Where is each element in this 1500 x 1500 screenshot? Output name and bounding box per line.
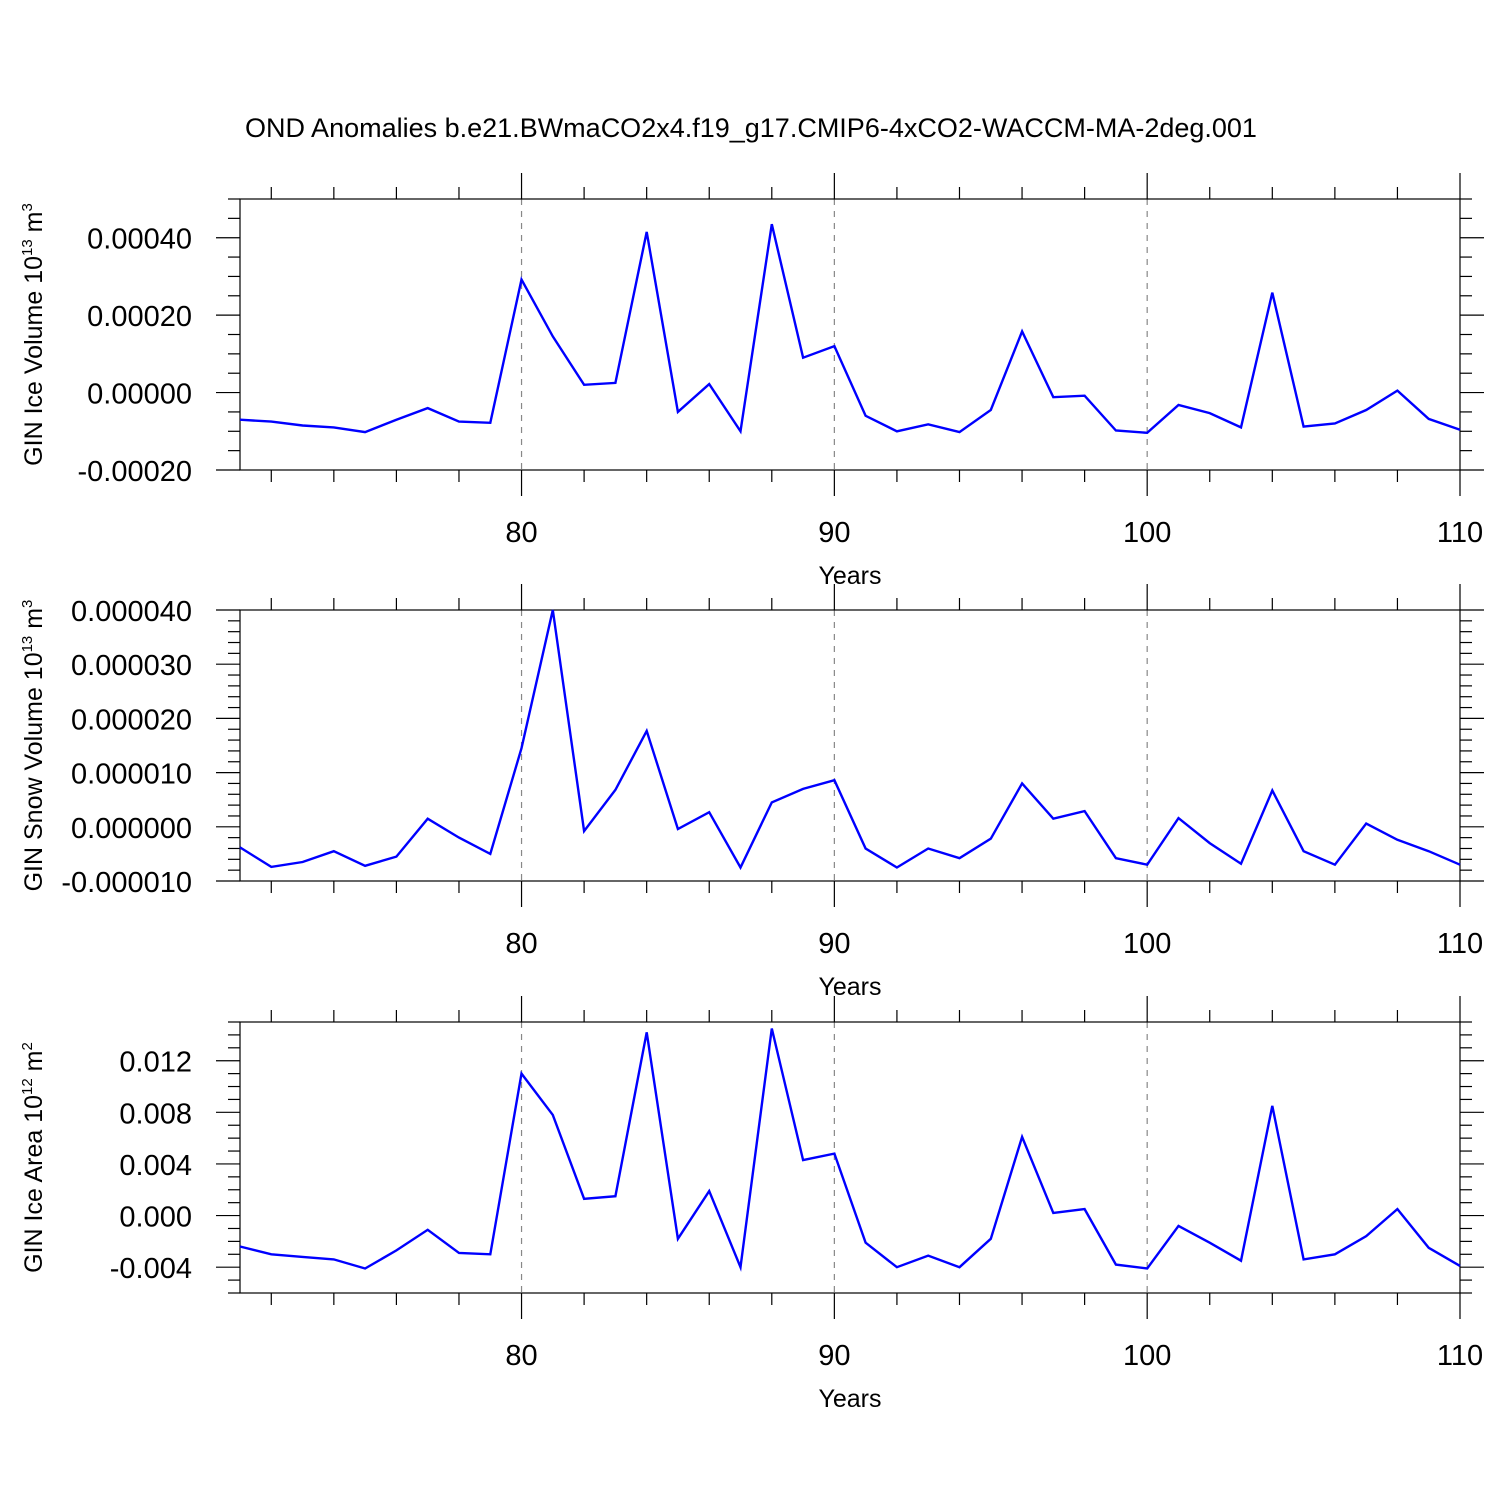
y-tick-label: 0.000020 (71, 704, 192, 736)
x-tick-label: 80 (505, 1340, 537, 1372)
y-tick-label: 0.008 (119, 1098, 192, 1130)
y-tick-label: 0.012 (119, 1047, 192, 1079)
series-line (239, 1028, 1461, 1272)
y-tick-label: 0.000040 (71, 596, 192, 628)
y-tick-label: -0.00020 (78, 456, 193, 488)
y-tick-label: -0.004 (110, 1253, 192, 1285)
chart-title: OND Anomalies b.e21.BWmaCO2x4.f19_g17.CM… (245, 113, 1257, 143)
y-axis-label: GIN Ice Volume 1013 m3 (19, 203, 48, 466)
series-line (239, 223, 1461, 435)
panel-3: 80 90 100 110 -0.004 0.000 0.004 0.008 0.012 Year… (19, 996, 1484, 1413)
plot-frame (239, 198, 1461, 471)
x-axis-label: Years (818, 1385, 881, 1413)
y-tick-label: 0.00040 (87, 224, 192, 256)
plot-frame (239, 609, 1461, 882)
y-tick-label: 0.004 (119, 1150, 192, 1182)
x-tick-label: 80 (505, 928, 537, 960)
x-tick-label: 110 (1437, 1340, 1483, 1372)
x-axis-label: Years (818, 562, 881, 590)
series-line (239, 609, 1461, 871)
panel-2: 80 90 100 110 -0.000010 0.000000 0.000010 0.000… (19, 584, 1484, 1001)
x-tick-label: 90 (818, 517, 850, 549)
y-tick-label: 0.000010 (71, 759, 192, 791)
x-tick-label: 100 (1123, 928, 1171, 960)
x-tick-label: 110 (1437, 928, 1483, 960)
x-tick-label: 80 (505, 517, 537, 549)
y-tick-label: 0.00000 (87, 379, 192, 411)
x-tick-label: 100 (1123, 517, 1171, 549)
x-tick-label: 90 (818, 1340, 850, 1372)
panels: 80 90 100 110 -0.00020 0.00000 0.00020 0.00040 Y… (19, 173, 1484, 1413)
y-tick-label: 0.000030 (71, 650, 192, 682)
y-tick-label: -0.000010 (61, 867, 192, 899)
plot-frame (239, 1021, 1461, 1294)
x-tick-label: 90 (818, 928, 850, 960)
panel-1: 80 90 100 110 -0.00020 0.00000 0.00020 0.00040 Y… (19, 173, 1484, 590)
y-axis-label: GIN Ice Area 1012 m2 (19, 1042, 48, 1273)
x-tick-label: 110 (1437, 517, 1483, 549)
y-axis-label: GIN Snow Volume 1013 m3 (19, 600, 48, 892)
x-tick-label: 100 (1123, 1340, 1171, 1372)
x-axis-label: Years (818, 973, 881, 1001)
y-tick-label: 0.00020 (87, 301, 192, 333)
y-tick-label: 0.000000 (71, 813, 192, 845)
y-tick-label: 0.000 (119, 1202, 192, 1234)
